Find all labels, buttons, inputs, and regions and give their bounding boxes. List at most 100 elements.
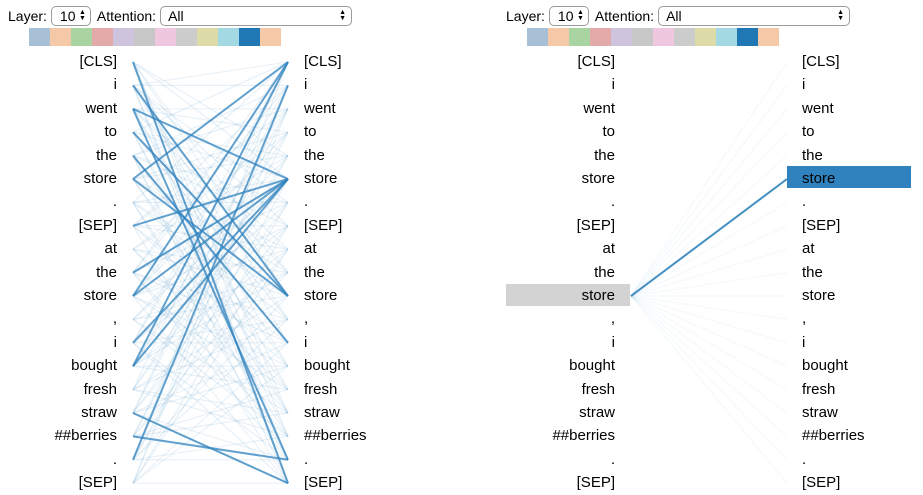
head-swatch[interactable] xyxy=(674,28,695,46)
target-token[interactable]: ##berries xyxy=(304,427,367,445)
target-token[interactable]: , xyxy=(802,310,807,328)
head-swatch[interactable] xyxy=(737,28,758,46)
source-token[interactable]: [CLS] xyxy=(79,53,117,70)
source-token[interactable]: bought xyxy=(71,357,117,375)
source-token[interactable]: straw xyxy=(81,404,117,421)
head-swatch[interactable] xyxy=(29,28,50,46)
source-token[interactable]: ##berries xyxy=(552,427,615,445)
target-token[interactable]: went xyxy=(802,99,834,117)
source-token[interactable]: store xyxy=(83,170,117,187)
source-token[interactable]: straw xyxy=(579,404,615,421)
source-token[interactable]: . xyxy=(112,450,117,468)
head-swatch[interactable] xyxy=(695,28,716,46)
head-swatch[interactable] xyxy=(758,28,779,46)
target-token[interactable]: store xyxy=(802,287,836,304)
target-token[interactable]: to xyxy=(304,123,317,141)
source-token[interactable]: fresh xyxy=(581,380,615,398)
head-swatch[interactable] xyxy=(632,28,653,46)
target-token[interactable]: store xyxy=(304,287,338,304)
target-token[interactable]: . xyxy=(802,193,807,211)
target-token[interactable]: [SEP] xyxy=(802,216,841,234)
head-swatch[interactable] xyxy=(611,28,632,46)
head-swatch[interactable] xyxy=(260,28,281,46)
source-token[interactable]: to xyxy=(104,123,117,141)
source-token[interactable]: store xyxy=(581,287,615,304)
source-token[interactable]: the xyxy=(594,263,615,281)
source-token[interactable]: [SEP] xyxy=(78,474,117,492)
source-token[interactable]: to xyxy=(602,123,615,141)
head-swatch[interactable] xyxy=(113,28,134,46)
source-token[interactable]: [SEP] xyxy=(576,216,615,234)
head-swatch[interactable] xyxy=(548,28,569,46)
head-swatch[interactable] xyxy=(527,28,548,46)
source-token[interactable]: i xyxy=(611,76,615,94)
target-token[interactable]: [CLS] xyxy=(802,53,840,70)
head-swatch[interactable] xyxy=(134,28,155,46)
source-token[interactable]: the xyxy=(96,146,117,164)
target-token[interactable]: bought xyxy=(802,357,848,375)
target-token[interactable]: the xyxy=(802,263,823,281)
head-swatch[interactable] xyxy=(239,28,260,46)
target-token[interactable]: . xyxy=(304,193,309,211)
target-token[interactable]: straw xyxy=(304,404,340,421)
source-token[interactable]: at xyxy=(104,240,117,258)
target-token[interactable]: the xyxy=(802,146,823,164)
source-token[interactable]: store xyxy=(83,287,117,304)
target-token[interactable]: ##berries xyxy=(802,427,865,445)
source-token[interactable]: [SEP] xyxy=(576,474,615,492)
target-token[interactable]: i xyxy=(802,333,806,351)
source-token[interactable]: fresh xyxy=(83,380,117,398)
target-token[interactable]: bought xyxy=(304,357,350,375)
source-token[interactable]: store xyxy=(581,170,615,187)
head-swatch[interactable] xyxy=(569,28,590,46)
target-token[interactable]: [SEP] xyxy=(304,474,343,492)
source-token[interactable]: the xyxy=(96,263,117,281)
target-token[interactable]: the xyxy=(304,146,325,164)
source-token[interactable]: . xyxy=(112,193,117,211)
target-token[interactable]: straw xyxy=(802,404,838,421)
head-swatch[interactable] xyxy=(92,28,113,46)
target-token[interactable]: i xyxy=(802,76,806,94)
target-token[interactable]: i xyxy=(304,76,308,94)
target-token[interactable]: at xyxy=(802,240,815,258)
source-token[interactable]: bought xyxy=(569,357,615,375)
attention-select[interactable]: All ▲ ▼ xyxy=(160,6,353,26)
head-swatch[interactable] xyxy=(716,28,737,46)
target-token[interactable]: at xyxy=(304,240,317,258)
head-swatch[interactable] xyxy=(71,28,92,46)
target-token[interactable]: the xyxy=(304,263,325,281)
head-swatch[interactable] xyxy=(197,28,218,46)
source-token[interactable]: , xyxy=(112,310,117,328)
target-token[interactable]: i xyxy=(304,333,308,351)
target-token[interactable]: . xyxy=(304,450,309,468)
target-token[interactable]: . xyxy=(802,450,807,468)
head-swatch[interactable] xyxy=(50,28,71,46)
source-token[interactable]: went xyxy=(583,99,615,117)
target-token[interactable]: , xyxy=(304,310,309,328)
head-swatch[interactable] xyxy=(590,28,611,46)
source-token[interactable]: the xyxy=(594,146,615,164)
target-token[interactable]: [SEP] xyxy=(304,216,343,234)
target-token[interactable]: to xyxy=(802,123,815,141)
target-token[interactable]: went xyxy=(304,99,336,117)
target-token[interactable]: [CLS] xyxy=(304,53,342,70)
source-token[interactable]: [CLS] xyxy=(577,53,615,70)
source-token[interactable]: i xyxy=(113,76,117,94)
target-token[interactable]: fresh xyxy=(802,380,836,398)
source-token[interactable]: i xyxy=(611,333,615,351)
source-token[interactable]: i xyxy=(113,333,117,351)
head-swatch[interactable] xyxy=(176,28,197,46)
head-swatch[interactable] xyxy=(653,28,674,46)
source-token[interactable]: went xyxy=(85,99,117,117)
head-swatch[interactable] xyxy=(218,28,239,46)
target-token[interactable]: store xyxy=(802,170,836,187)
target-token[interactable]: fresh xyxy=(304,380,338,398)
layer-select[interactable]: 10 ▲ ▼ xyxy=(50,6,91,26)
layer-select[interactable]: 10 ▲ ▼ xyxy=(548,6,589,26)
source-token[interactable]: ##berries xyxy=(54,427,117,445)
source-token[interactable]: , xyxy=(610,310,615,328)
target-token[interactable]: store xyxy=(304,170,338,187)
attention-select[interactable]: All ▲ ▼ xyxy=(658,6,851,26)
head-swatch[interactable] xyxy=(155,28,176,46)
source-token[interactable]: . xyxy=(610,450,615,468)
